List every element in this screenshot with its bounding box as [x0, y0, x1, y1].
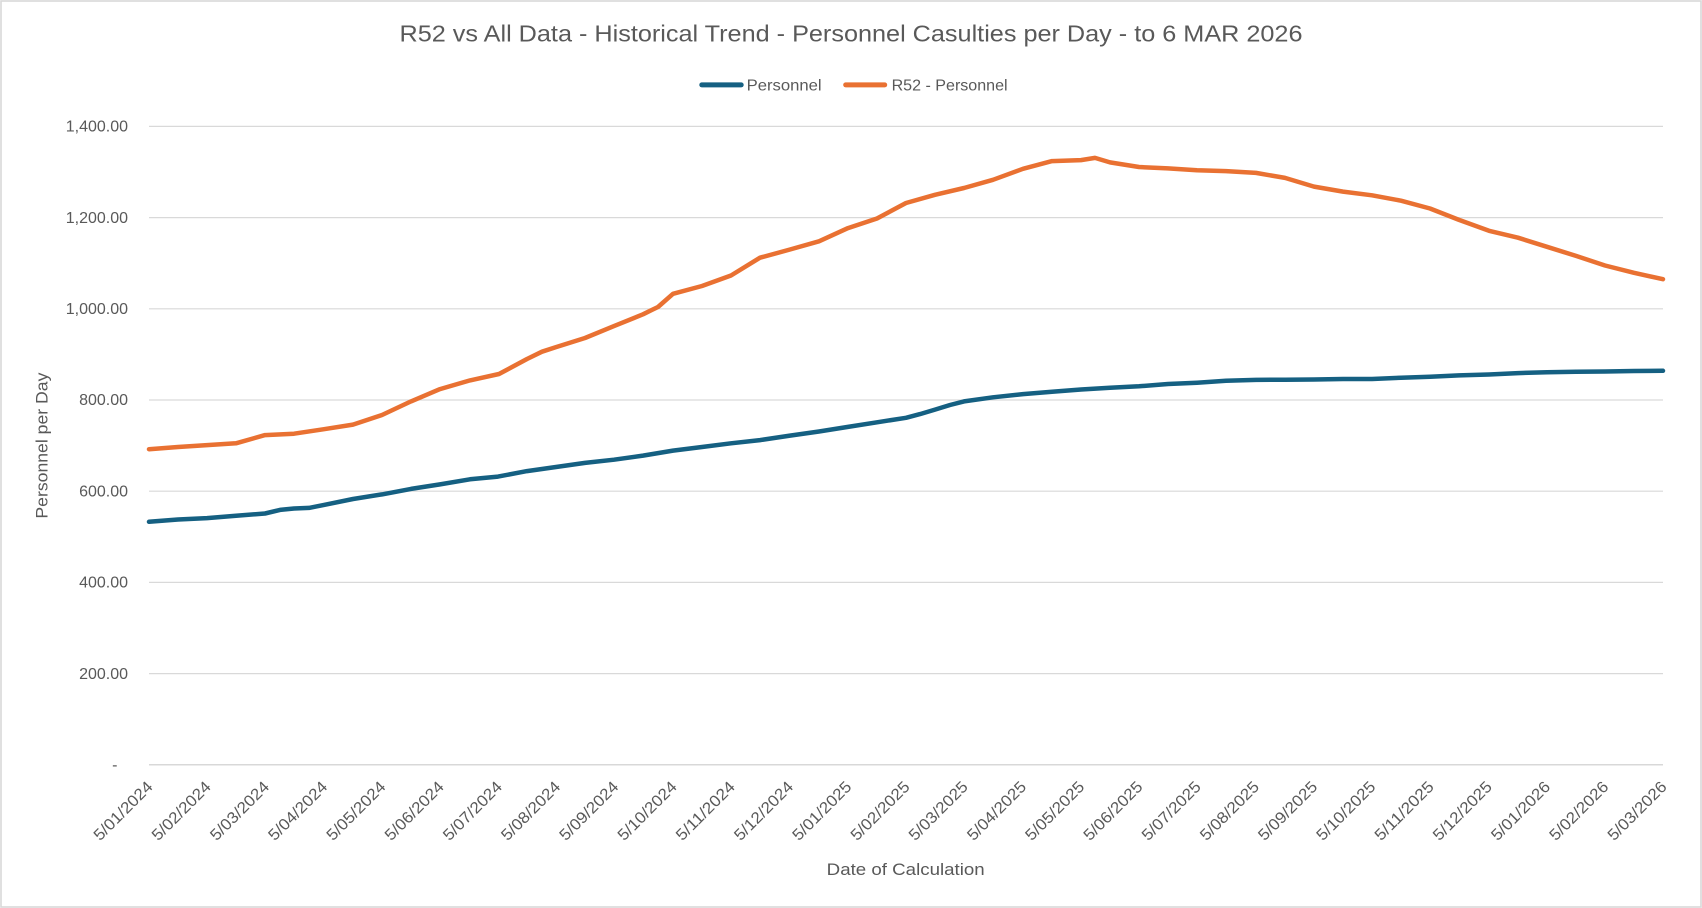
svg-text:1,400.00: 1,400.00 [66, 119, 128, 136]
svg-text:R52 vs All Data - Historical T: R52 vs All Data - Historical Trend - Per… [400, 21, 1303, 47]
svg-text:Date of Calculation: Date of Calculation [827, 861, 985, 879]
svg-text:Personnel: Personnel [747, 77, 822, 94]
svg-text:1,000.00: 1,000.00 [66, 301, 128, 318]
svg-text:800.00: 800.00 [79, 392, 128, 409]
svg-text:400.00: 400.00 [79, 575, 128, 592]
svg-text:-: - [112, 757, 117, 774]
svg-text:600.00: 600.00 [79, 483, 128, 500]
svg-text:1,200.00: 1,200.00 [66, 210, 128, 227]
svg-text:R52 - Personnel: R52 - Personnel [892, 77, 1008, 94]
svg-text:Personnel per Day: Personnel per Day [34, 372, 52, 519]
svg-text:200.00: 200.00 [79, 666, 128, 683]
